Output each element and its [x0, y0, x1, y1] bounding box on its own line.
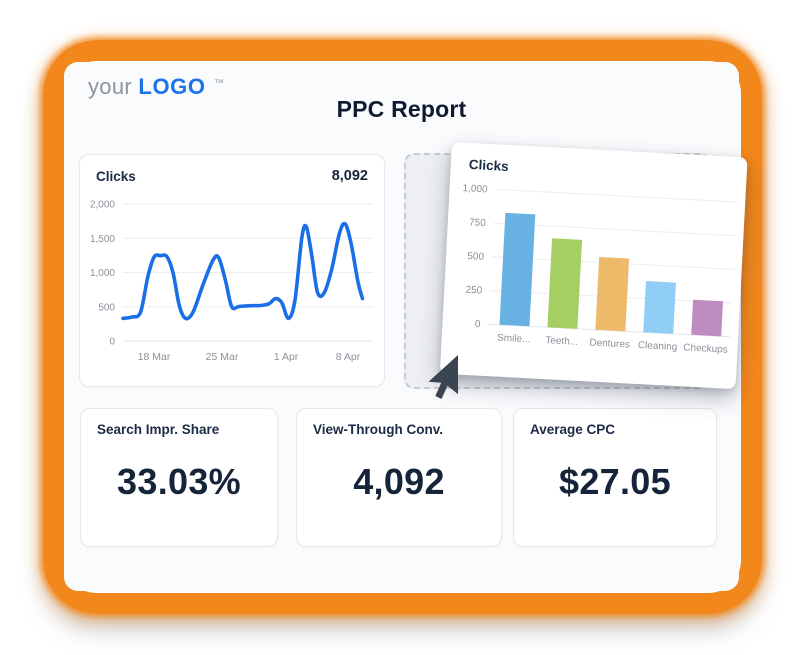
cursor-arrow-shape: [428, 355, 458, 400]
bar-smile: [499, 212, 536, 327]
line-card-total: 8,092: [331, 168, 368, 184]
logo-prefix: your: [88, 74, 132, 99]
x-tick-label: 18 Mar: [138, 351, 171, 363]
kpi-label: View-Through Conv.: [313, 422, 443, 437]
page-title: PPC Report: [336, 96, 467, 122]
kpi-value: 4,092: [353, 461, 445, 502]
x-category-label: Dentures: [589, 337, 630, 350]
clicks-line-card: Clicks 8,092 0 500 1,000 1,500 2,000 18 Mar 25…: [79, 154, 385, 387]
line-card-header: Clicks 8,092: [80, 155, 384, 184]
kpi-card-view-through-conv: View-Through Conv. 4,092: [296, 408, 502, 547]
kpi-value: 33.03%: [117, 461, 241, 502]
y-tick-label: 0: [109, 337, 115, 348]
line-chart: 0 500 1,000 1,500 2,000 18 Mar 25 Mar 1 Apr 8 Ap…: [90, 200, 373, 363]
x-category-label: Checkups: [683, 342, 728, 355]
bar-chart: 0 250 500 750 1,000 Smile... Teeth... Dentures C…: [462, 183, 738, 356]
logo-name: LOGO: [138, 74, 206, 99]
trademark-symbol: ™: [214, 77, 225, 89]
kpi-value: $27.05: [559, 461, 671, 502]
clicks-bar-card-dragging[interactable]: Clicks 0 250 500 750 1,000 Smile... Teeth... De…: [439, 142, 748, 390]
y-tick-label: 2,000: [90, 200, 115, 211]
cursor-icon: [428, 355, 458, 400]
kpi-card-search-impr-share: Search Impr. Share 33.03%: [80, 408, 278, 547]
y-tick-label: 1,500: [90, 234, 115, 245]
line-card-title: Clicks: [96, 168, 136, 184]
bar-dentures: [595, 256, 630, 332]
y-tick-label: 250: [465, 285, 483, 297]
kpi-card-average-cpc: Average CPC $27.05: [513, 408, 717, 547]
y-tick-label: 500: [98, 302, 115, 313]
x-tick-label: 8 Apr: [336, 351, 361, 363]
clicks-line-series: [121, 221, 365, 321]
kpi-label: Average CPC: [530, 422, 616, 437]
y-tick-label: 0: [475, 319, 482, 330]
orange-marker-frame: [43, 40, 762, 614]
x-tick-label: 1 Apr: [274, 351, 299, 363]
y-tick-label: 750: [469, 217, 487, 229]
y-tick-label: 1,000: [90, 268, 115, 279]
kpi-label: Search Impr. Share: [97, 422, 220, 437]
y-tick-label: 1,000: [462, 183, 488, 195]
y-tick-label: 500: [467, 251, 485, 263]
bar-teeth: [547, 238, 583, 329]
logo: your LOGO ™: [88, 74, 224, 100]
bar-checkups: [691, 299, 724, 337]
bar-cleaning: [643, 281, 676, 334]
gridline: [495, 188, 738, 203]
x-category-label: Teeth...: [545, 335, 578, 348]
x-category-label: Cleaning: [638, 340, 678, 353]
x-category-label: Smile...: [497, 333, 531, 346]
x-tick-label: 25 Mar: [206, 351, 239, 363]
